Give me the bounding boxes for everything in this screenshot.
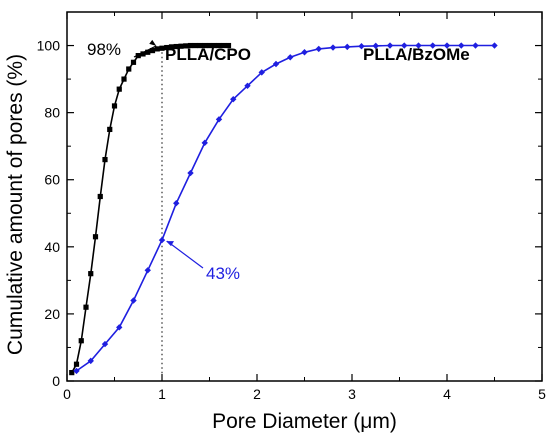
data-point: [140, 51, 146, 57]
y-tick-label: 0: [52, 373, 60, 389]
data-point: [154, 46, 160, 52]
data-point: [78, 338, 84, 344]
x-tick-label: 4: [443, 386, 451, 402]
data-point: [415, 42, 422, 49]
data-point: [164, 44, 170, 51]
data-point: [130, 59, 137, 65]
plot-frame: [66, 11, 543, 382]
data-point: [491, 42, 498, 49]
data-point: [111, 103, 118, 109]
data-point: [187, 169, 194, 177]
annotation-43: 43%: [206, 264, 240, 283]
x-tick-label: 0: [63, 386, 71, 402]
data-point: [187, 42, 194, 49]
data-point: [73, 361, 80, 367]
data-point: [315, 45, 322, 53]
x-tick-label: 2: [253, 386, 261, 402]
data-point: [87, 357, 94, 365]
annotation-arrowhead-98: [149, 39, 157, 46]
y-tick-label: 20: [44, 306, 60, 322]
data-point: [225, 42, 232, 49]
series-line: [76, 44, 495, 372]
series-line: [71, 44, 229, 373]
data-point: [197, 42, 203, 49]
data-point: [386, 42, 394, 49]
data-point: [116, 86, 122, 92]
data-point: [215, 116, 223, 123]
data-point: [173, 200, 180, 207]
data-point: [158, 236, 166, 244]
data-point: [73, 367, 80, 375]
data-point: [88, 271, 94, 277]
x-axis-title: Pore Diameter (μm): [212, 410, 397, 433]
data-point: [429, 42, 436, 49]
data-point: [372, 42, 379, 50]
series-label-plla-cpo: PLLA/CPO: [165, 45, 251, 64]
data-point: [168, 44, 175, 50]
data-point: [192, 42, 198, 49]
annotation-arrow-98: [133, 45, 157, 58]
x-tick-label: 1: [158, 386, 166, 402]
x-tick-label: 5: [538, 386, 546, 402]
data-point: [216, 42, 222, 49]
data-point: [145, 49, 151, 55]
data-point: [178, 43, 184, 49]
annotation-98: 98%: [87, 40, 121, 59]
data-point: [69, 370, 75, 376]
data-point: [102, 157, 108, 163]
data-point: [287, 54, 294, 61]
data-point: [101, 340, 109, 348]
data-point: [458, 42, 465, 49]
data-point: [159, 45, 165, 51]
data-point: [472, 42, 479, 49]
x-tick-label: 3: [348, 386, 356, 402]
data-point: [107, 126, 113, 133]
data-point: [202, 42, 208, 49]
data-point: [144, 267, 151, 274]
data-point: [358, 43, 365, 50]
data-point: [211, 42, 217, 49]
data-point: [401, 42, 408, 49]
y-tick-label: 40: [44, 239, 60, 255]
data-point: [329, 44, 337, 51]
data-point: [221, 42, 227, 49]
annotation-arrow-43: [166, 240, 204, 269]
data-point: [272, 60, 280, 68]
annotation-arrowhead-43: [166, 241, 174, 247]
data-point: [97, 193, 103, 200]
y-tick-label: 60: [44, 172, 60, 188]
series-plla-cpo: [69, 42, 232, 376]
data-point: [301, 49, 308, 56]
y-tick-label: 100: [37, 38, 61, 54]
y-axis-title: Cumulative amount of pores (%): [4, 54, 27, 355]
data-point: [258, 69, 265, 76]
data-point: [244, 82, 251, 89]
data-point: [116, 324, 123, 331]
data-point: [206, 42, 213, 49]
data-point: [135, 53, 141, 59]
data-point: [130, 297, 137, 304]
data-point: [344, 43, 351, 51]
data-point: [92, 234, 99, 240]
series-plla-bzome: [73, 42, 498, 375]
data-point: [443, 42, 451, 49]
data-point: [121, 76, 127, 82]
series-label-plla-bzome: PLLA/BzOMe: [363, 45, 470, 64]
data-point: [201, 139, 208, 147]
y-tick-label: 80: [44, 105, 60, 121]
data-point: [173, 43, 179, 50]
data-point: [126, 66, 132, 72]
data-point: [83, 304, 89, 310]
data-point: [183, 43, 189, 49]
data-point: [149, 47, 156, 54]
data-point: [230, 96, 237, 103]
